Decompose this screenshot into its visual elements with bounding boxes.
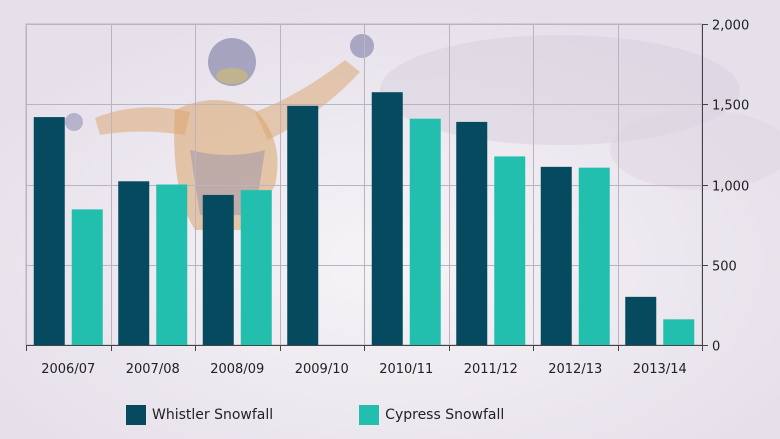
y-tick-label: 1,000	[712, 180, 749, 195]
x-tick-label: 2012/13	[548, 362, 602, 377]
legend-label-cypress: Cypress Snowfall	[385, 407, 505, 423]
axes	[26, 24, 708, 351]
bar-cypress-2010-11	[409, 118, 441, 345]
tick-labels: 2,000 1,500 1,000 500 0 2006/07 2007/08 2008/09…	[41, 19, 749, 378]
x-tick-label: 2006/07	[41, 362, 95, 377]
x-tick-label: 2010/11	[379, 362, 433, 377]
bar-cypress-2007-08	[156, 184, 188, 345]
bar-whistler-2007-08	[118, 181, 150, 345]
legend: Whistler Snowfall Cypress Snowfall	[126, 404, 590, 426]
bar-whistler-2010-11	[371, 92, 403, 346]
bar-whistler-2012-13	[540, 166, 572, 345]
bar-cypress-2008-09	[240, 190, 272, 345]
y-tick-label: 2,000	[712, 19, 749, 34]
legend-item-cypress: Cypress Snowfall	[359, 405, 504, 425]
bar-whistler-2006-07	[33, 117, 65, 345]
x-tick-label: 2007/08	[126, 362, 180, 377]
legend-swatch-whistler	[126, 405, 146, 425]
y-tick-label: 1,500	[712, 99, 749, 114]
x-tick-label: 2009/10	[295, 362, 349, 377]
bar-whistler-2013-14	[625, 296, 657, 345]
bar-cypress-2012-13	[578, 167, 610, 345]
y-tick-label: 0	[712, 340, 720, 355]
bar-whistler-2011-12	[456, 121, 488, 345]
legend-swatch-cypress	[359, 405, 380, 425]
bars	[33, 92, 695, 346]
bar-cypress-2006-07	[71, 209, 103, 345]
bar-cypress-2013-14	[663, 319, 695, 345]
bar-whistler-2009-10	[287, 105, 319, 345]
legend-item-whistler: Whistler Snowfall	[126, 405, 273, 425]
x-tick-label: 2008/09	[210, 362, 264, 377]
y-tick-label: 500	[712, 260, 737, 275]
bar-cypress-2011-12	[494, 156, 526, 345]
legend-label-whistler: Whistler Snowfall	[152, 407, 274, 423]
bar-whistler-2008-09	[202, 194, 234, 345]
x-tick-label: 2011/12	[464, 362, 518, 377]
x-tick-label: 2013/14	[633, 362, 687, 377]
